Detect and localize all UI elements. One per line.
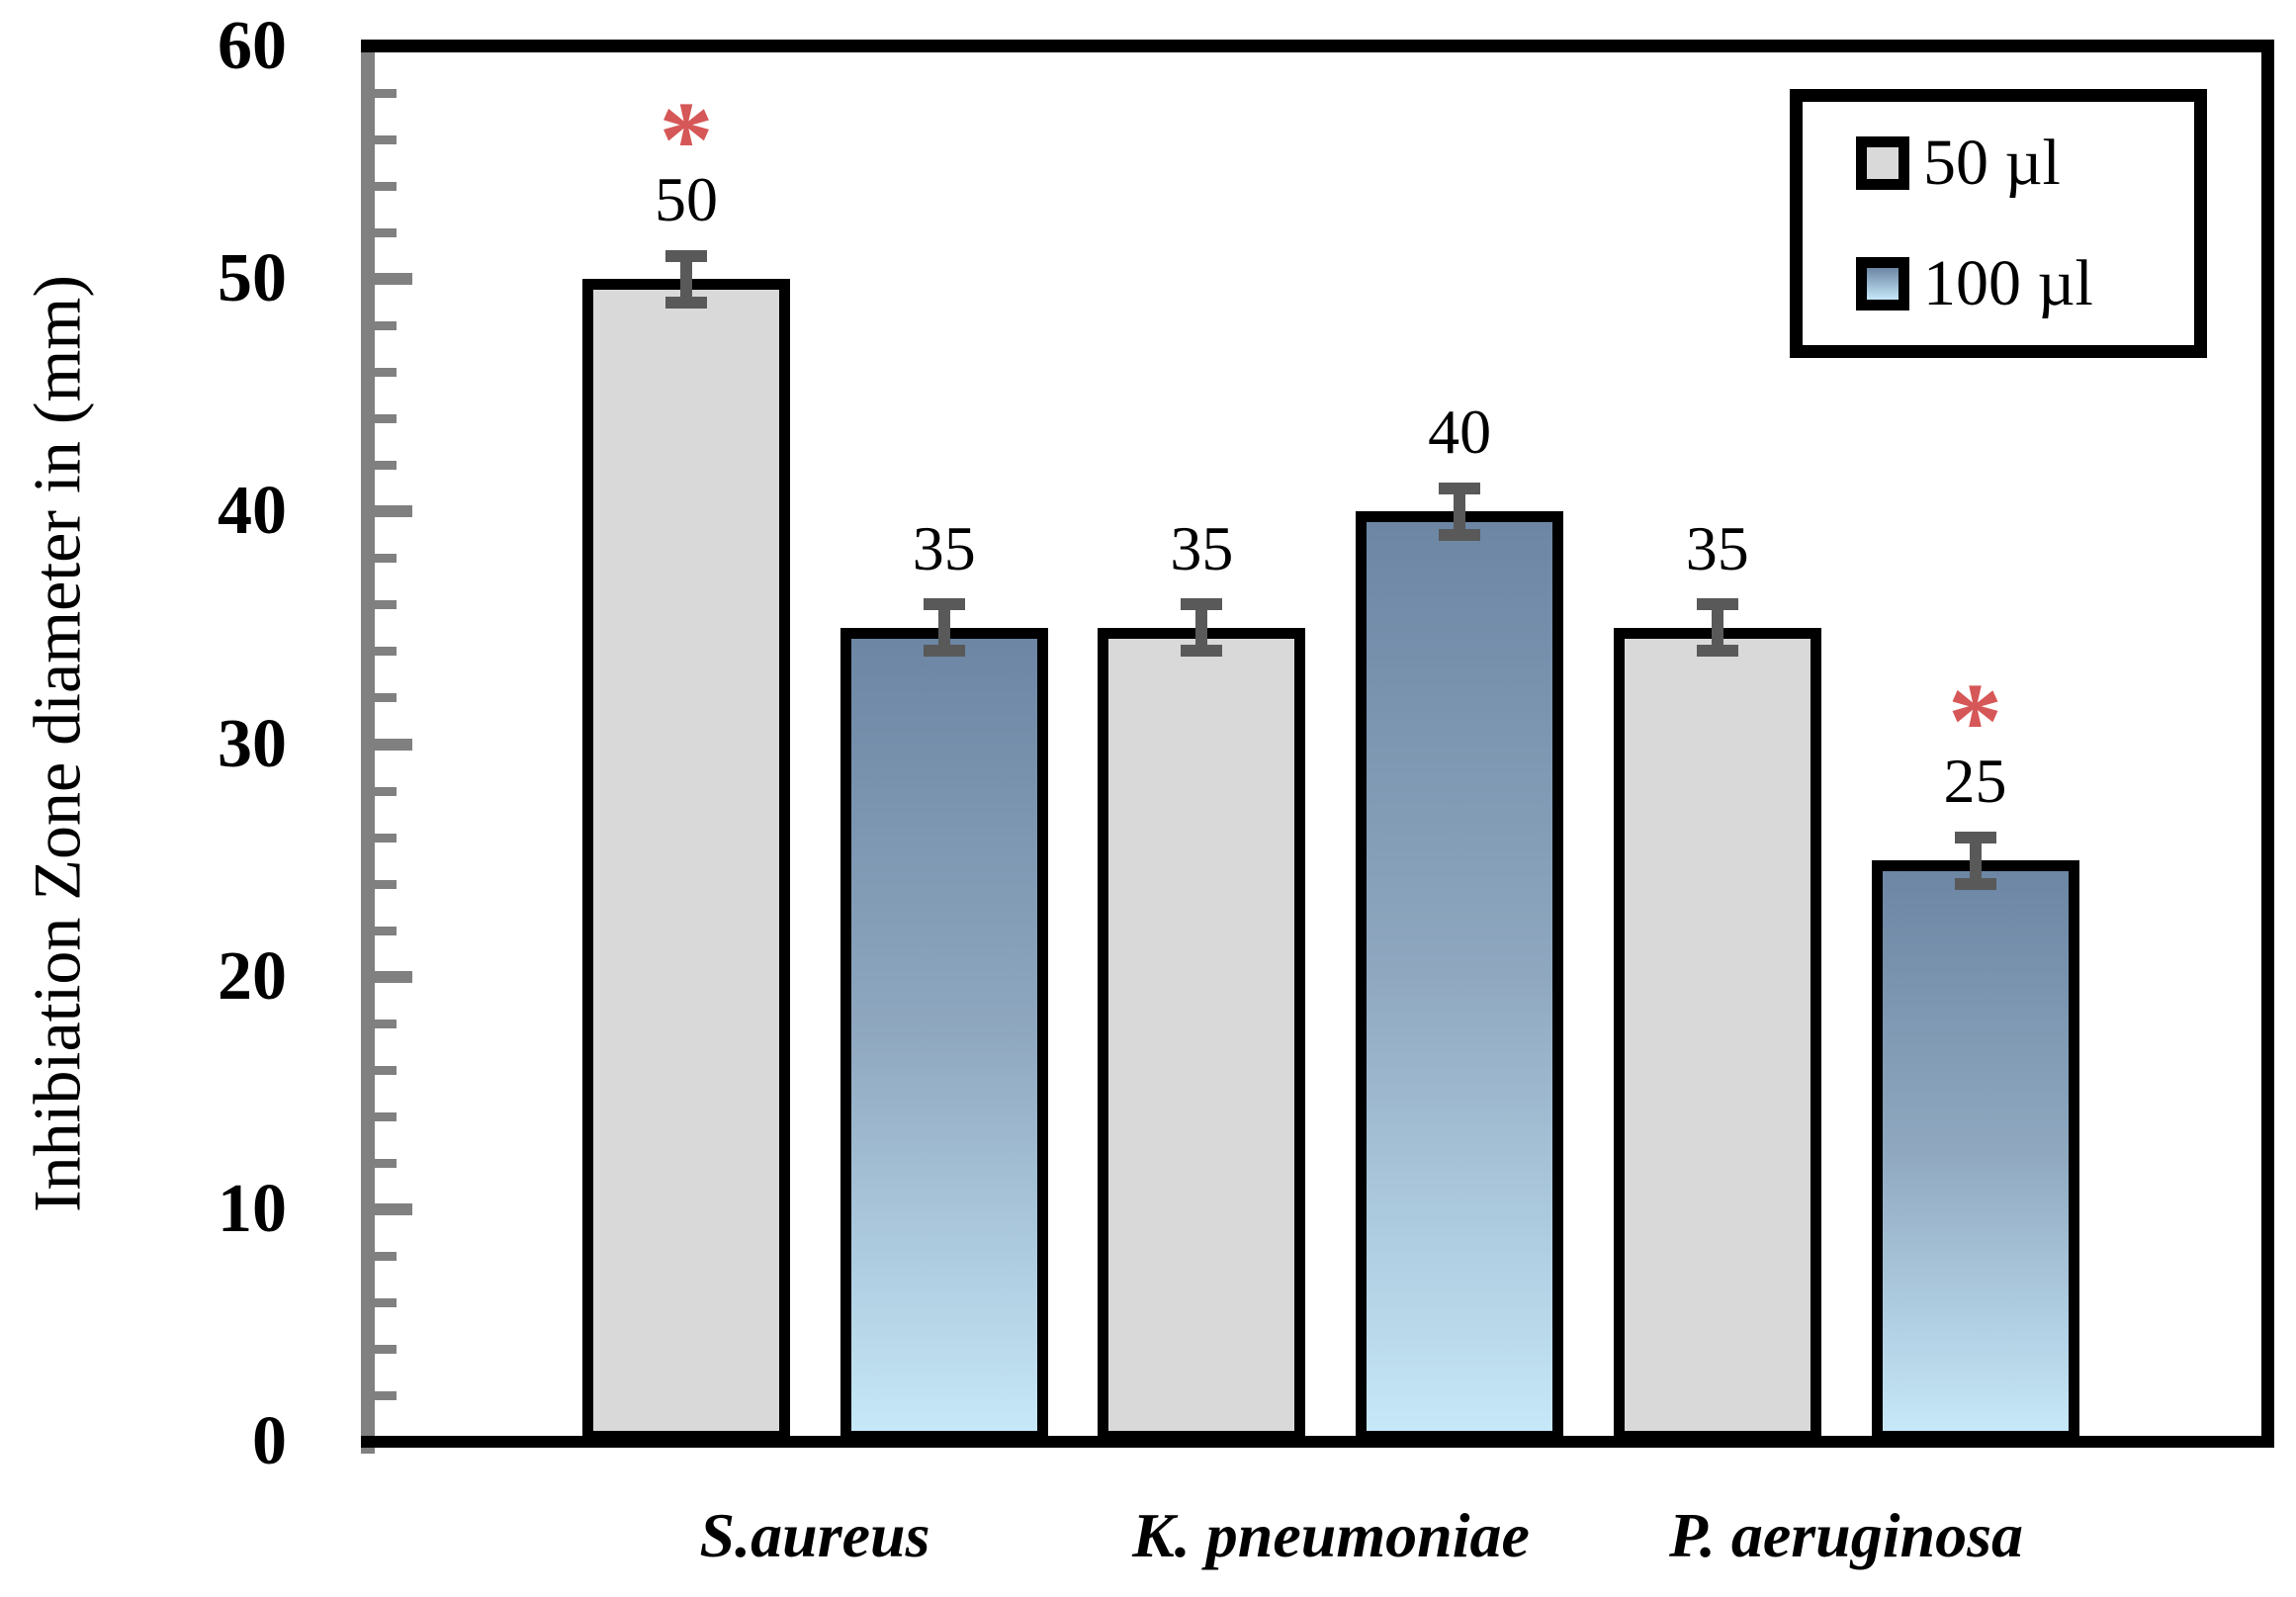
y-axis-minor-tick — [373, 228, 397, 238]
error-bar-line — [680, 255, 692, 303]
legend-swatch-50ul — [1856, 136, 1909, 190]
y-axis-minor-tick — [373, 1019, 397, 1028]
error-bar-cap-top — [1439, 482, 1481, 494]
error-bar-cap-bottom — [1696, 645, 1738, 658]
y-axis-major-tick — [373, 1202, 412, 1215]
y-axis-minor-tick — [373, 647, 397, 657]
legend-entry-100ul: 100 µl — [1856, 251, 2194, 316]
y-axis-minor-tick — [373, 1065, 397, 1075]
y-axis-minor-tick — [373, 1158, 397, 1168]
y-axis-minor-tick — [373, 879, 397, 889]
plot-border-right — [2261, 40, 2274, 1448]
legend-swatch-100ul — [1856, 257, 1909, 311]
error-bar-line — [1195, 604, 1208, 652]
bar-value-label: 40 — [1428, 397, 1492, 468]
error-bar-cap-top — [1954, 831, 1996, 843]
y-axis-minor-tick — [373, 414, 397, 424]
x-category-label: P. aeruginosa — [1668, 1500, 2024, 1570]
legend-label-50ul: 50 µl — [1923, 127, 2061, 199]
y-axis-minor-tick — [373, 1111, 397, 1121]
y-axis-tick-label: 0 — [252, 1403, 287, 1479]
y-axis-minor-tick — [373, 1344, 397, 1354]
error-bar-cap-bottom — [923, 645, 965, 658]
y-axis-tick-label: 30 — [218, 705, 287, 782]
y-axis-minor-tick — [373, 926, 397, 935]
bar-value-label: 35 — [1170, 512, 1234, 583]
significance-asterisk: * — [659, 79, 714, 201]
significance-asterisk: * — [1948, 661, 2002, 782]
y-axis-tick-label: 50 — [218, 240, 287, 317]
y-axis-tick-label: 10 — [218, 1170, 287, 1247]
x-category-label: K. pneumoniae — [1132, 1500, 1530, 1570]
bar-100µl-S.aureus — [839, 627, 1048, 1442]
error-bar-cap-bottom — [1954, 877, 1996, 890]
y-axis-minor-tick — [373, 321, 397, 331]
error-bar-line — [1969, 837, 1982, 884]
error-bar-cap-top — [1696, 598, 1738, 611]
y-axis-minor-tick — [373, 600, 397, 610]
y-axis-major-tick — [373, 505, 412, 518]
error-bar-line — [1454, 488, 1466, 535]
bar-value-label: 35 — [912, 512, 976, 583]
y-axis-major-tick — [373, 970, 412, 983]
y-axis-minor-tick — [373, 1251, 397, 1261]
x-axis-line — [361, 1436, 2274, 1448]
y-axis-line — [361, 40, 375, 1454]
y-axis-minor-tick — [373, 182, 397, 192]
y-axis-minor-tick — [373, 554, 397, 564]
bar-value-label: 50 — [655, 164, 718, 235]
plot-border-top — [361, 40, 2274, 52]
y-axis-minor-tick — [373, 693, 397, 703]
bar-50µl-K.pneumoniae — [1098, 627, 1306, 1442]
bar-value-label: 35 — [1685, 512, 1749, 583]
bar-50µl-P.aeruginosa — [1613, 627, 1821, 1442]
legend-label-100ul: 100 µl — [1923, 247, 2093, 319]
y-axis-minor-tick — [373, 833, 397, 843]
error-bar-cap-bottom — [1181, 645, 1223, 658]
y-axis-minor-tick — [373, 1297, 397, 1307]
y-axis-minor-tick — [373, 368, 397, 378]
y-axis-tick-label: 40 — [218, 473, 287, 550]
x-category-label: S.aureus — [699, 1500, 930, 1570]
y-axis-major-tick — [373, 738, 412, 751]
bar-100µl-P.aeruginosa — [1871, 860, 2079, 1442]
error-bar-line — [1711, 604, 1723, 652]
error-bar-cap-top — [923, 598, 965, 611]
error-bar-cap-bottom — [665, 296, 707, 309]
y-axis-minor-tick — [373, 1390, 397, 1400]
y-axis-major-tick — [373, 273, 412, 286]
legend-entry-50ul: 50 µl — [1856, 131, 2194, 196]
y-axis-minor-tick — [373, 135, 397, 145]
y-axis-minor-tick — [373, 461, 397, 471]
y-axis-tick-label: 20 — [218, 937, 287, 1015]
bar-value-label: 25 — [1943, 746, 2007, 817]
error-bar-cap-top — [665, 249, 707, 262]
error-bar-line — [937, 604, 950, 652]
y-axis-minor-tick — [373, 89, 397, 99]
legend: 50 µl 100 µl — [1790, 89, 2207, 358]
error-bar-cap-bottom — [1439, 528, 1481, 541]
bar-50µl-S.aureus — [582, 279, 790, 1442]
y-axis-title: Inhibiation Zone diameter in (mm) — [19, 275, 95, 1212]
y-axis-minor-tick — [373, 786, 397, 796]
y-axis-tick-label: 60 — [218, 8, 287, 84]
bar-100µl-K.pneumoniae — [1356, 511, 1564, 1442]
error-bar-cap-top — [1181, 598, 1223, 611]
